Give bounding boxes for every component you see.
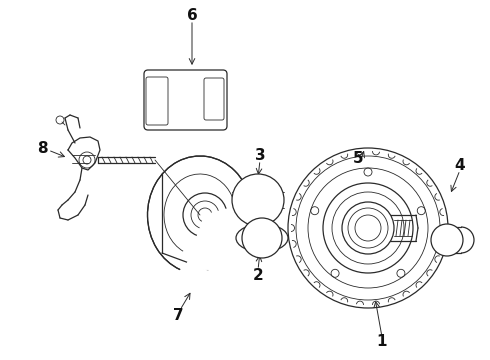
Text: 3: 3 — [255, 148, 265, 162]
Text: 2: 2 — [253, 267, 264, 283]
FancyBboxPatch shape — [204, 78, 224, 120]
Circle shape — [242, 218, 282, 258]
Wedge shape — [186, 201, 260, 270]
Circle shape — [342, 202, 394, 254]
Circle shape — [431, 224, 463, 256]
FancyBboxPatch shape — [146, 77, 168, 125]
Text: 7: 7 — [172, 307, 183, 323]
Text: 6: 6 — [187, 8, 197, 23]
Circle shape — [288, 148, 448, 308]
FancyBboxPatch shape — [144, 70, 227, 130]
Text: 5: 5 — [353, 150, 363, 166]
Text: 4: 4 — [455, 158, 466, 172]
Text: 1: 1 — [377, 334, 387, 350]
Text: 8: 8 — [37, 140, 48, 156]
Circle shape — [232, 174, 284, 226]
Ellipse shape — [236, 224, 288, 252]
